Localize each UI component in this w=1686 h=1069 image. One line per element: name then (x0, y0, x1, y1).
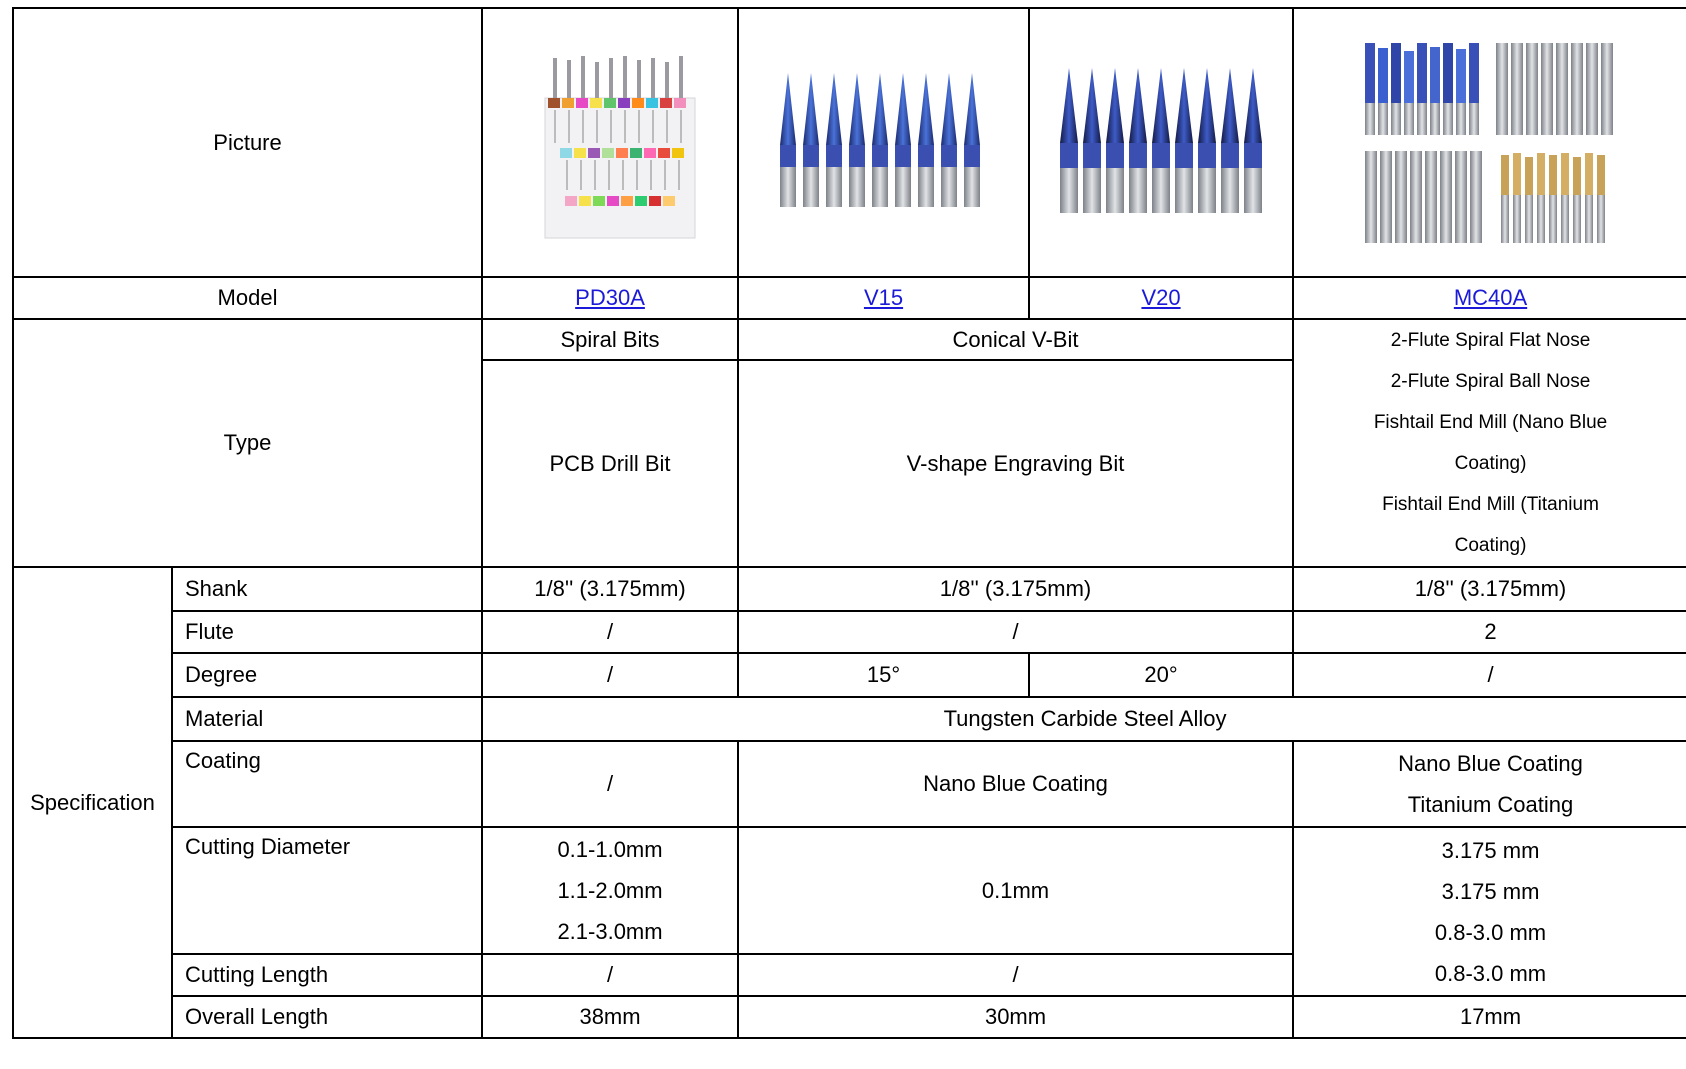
cutting-diameter-pd30a-3: 2.1-3.0mm (557, 919, 663, 944)
cutting-length-pd30a: / (481, 953, 740, 997)
cutting-diameter-row: Cutting Diameter 0.1-1.0mm 1.1-2.0mm 2.1… (13, 826, 1686, 997)
type-label: Type (11, 318, 484, 568)
type-v-top: Conical V-Bit (737, 318, 1295, 361)
overall-length-v: 30mm (737, 995, 1295, 1039)
type-mc40a-line-6: Coating) (1454, 535, 1527, 556)
model-v20-cell: V20 (1028, 276, 1295, 320)
v20-picture (1028, 7, 1295, 278)
model-v15-cell: V15 (737, 276, 1031, 320)
cutting-diameter-label: Cutting Diameter (170, 826, 484, 955)
degree-pd30a: / (481, 652, 740, 698)
flute-row: Flute / / 2 (13, 610, 1686, 654)
overall-length-row: Overall Length 38mm 30mm 17mm (13, 995, 1686, 1039)
flute-mc40a: 2 (1292, 610, 1686, 654)
coating-pd30a: / (481, 740, 740, 828)
pd30a-picture (481, 7, 740, 278)
type-mc40a-line-2: 2-Flute Spiral Ball Nose (1390, 371, 1591, 392)
coating-mc40a-line-2: Titanium Coating (1407, 792, 1574, 817)
shank-v: 1/8'' (3.175mm) (737, 566, 1295, 612)
cutting-diameter-mc40a-4: 0.8-3.0 mm (1434, 960, 1547, 986)
v20-image (1060, 67, 1263, 213)
overall-length-pd30a: 38mm (481, 995, 740, 1039)
cutting-diameter-mc40a: 3.175 mm 3.175 mm 0.8-3.0 mm 0.8-3.0 mm (1292, 826, 1686, 997)
cutting-length-row: Cutting Length / / (13, 953, 1686, 997)
model-mc40a-cell: MC40A (1292, 276, 1686, 320)
material-row: Material Tungsten Carbide Steel Alloy (13, 696, 1686, 742)
picture-row: Picture (11, 7, 1686, 278)
shank-pd30a: 1/8'' (3.175mm) (481, 566, 740, 612)
type-mc40a: 2-Flute Spiral Flat Nose 2-Flute Spiral … (1292, 318, 1686, 568)
model-label: Model (11, 276, 484, 320)
degree-v20: 20° (1028, 652, 1295, 698)
type-row-top: Type Spiral Bits Conical V-Bit 2-Flute S… (11, 318, 1686, 568)
cutting-diameter-pd30a-1: 0.1-1.0mm (557, 837, 663, 862)
type-mc40a-line-3: Fishtail End Mill (Nano Blue (1373, 412, 1608, 433)
specification-label: Specification (12, 566, 173, 1039)
picture-label: Picture (11, 7, 484, 278)
mc40a-image (1364, 42, 1613, 243)
model-pd30a-cell: PD30A (481, 276, 740, 320)
model-link-mc40a[interactable]: MC40A (1453, 285, 1528, 310)
type-mc40a-line-1: 2-Flute Spiral Flat Nose (1390, 330, 1591, 351)
cutting-length-label: Cutting Length (170, 953, 484, 997)
v15-picture (737, 7, 1031, 278)
coating-mc40a: Nano Blue Coating Titanium Coating (1292, 740, 1686, 828)
flute-label: Flute (170, 610, 484, 654)
model-row: Model PD30A V15 V20 MC40A (11, 276, 1686, 320)
coating-mc40a-line-1: Nano Blue Coating (1398, 751, 1583, 776)
coating-label: Coating (170, 740, 484, 828)
cutting-diameter-mc40a-1: 3.175 mm (1441, 837, 1540, 863)
cutting-diameter-pd30a-2: 1.1-2.0mm (557, 878, 663, 903)
shank-mc40a: 1/8'' (3.175mm) (1292, 566, 1686, 612)
flute-v: / (737, 610, 1295, 654)
type-v-main: V-shape Engraving Bit (737, 359, 1295, 568)
shank-row: Specification Shank 1/8'' (3.175mm) 1/8'… (12, 566, 1686, 1039)
coating-row: Coating / Nano Blue Coating Nano Blue Co… (13, 740, 1686, 828)
cutting-diameter-v: 0.1mm (737, 826, 1295, 955)
cutting-diameter-pd30a: 0.1-1.0mm 1.1-2.0mm 2.1-3.0mm (481, 826, 740, 955)
pd30a-image (544, 55, 696, 238)
model-link-pd30a[interactable]: PD30A (575, 285, 645, 310)
degree-label: Degree (170, 652, 484, 698)
overall-length-label: Overall Length (170, 995, 484, 1039)
mc40a-picture (1292, 7, 1686, 278)
degree-mc40a: / (1292, 652, 1686, 698)
type-row-main: PCB Drill Bit V-shape Engraving Bit (13, 359, 1686, 568)
cutting-diameter-mc40a-3: 0.8-3.0 mm (1434, 919, 1547, 945)
type-pd30a-main: PCB Drill Bit (481, 359, 740, 568)
type-pd30a-top: Spiral Bits (481, 318, 740, 361)
type-mc40a-line-5: Fishtail End Mill (Titanium (1382, 494, 1599, 515)
type-mc40a-line-4: Coating) (1454, 453, 1527, 474)
v15-image (779, 72, 980, 207)
material-value: Tungsten Carbide Steel Alloy (481, 696, 1686, 742)
shank-label: Shank (170, 566, 484, 612)
flute-pd30a: / (481, 610, 740, 654)
degree-v15: 15° (737, 652, 1031, 698)
coating-v: Nano Blue Coating (737, 740, 1295, 828)
cutting-diameter-mc40a-2: 3.175 mm (1441, 878, 1540, 904)
degree-row: Degree / 15° 20° / (13, 652, 1686, 698)
spec-table: Picture (11, 7, 1686, 1039)
material-label: Material (170, 696, 484, 742)
model-link-v20[interactable]: V20 (1141, 285, 1181, 310)
cutting-length-v: / (737, 953, 1295, 997)
model-link-v15[interactable]: V15 (863, 285, 904, 310)
overall-length-mc40a: 17mm (1292, 995, 1686, 1039)
